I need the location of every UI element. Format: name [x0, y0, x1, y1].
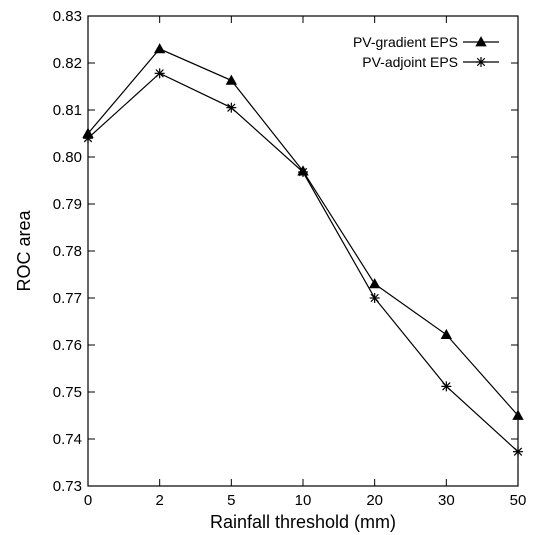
data-point-pv-gradient-eps — [225, 74, 238, 85]
star-stroke — [83, 134, 93, 143]
data-point-pv-adjoint-eps — [226, 102, 237, 113]
axes — [87, 15, 519, 487]
data-point-pv-gradient-eps — [153, 43, 166, 54]
series-lines — [82, 43, 524, 457]
y-tick-label: 0.75 — [53, 384, 82, 401]
x-tick-label: 20 — [366, 492, 383, 509]
x-tick-label: 5 — [227, 492, 235, 509]
x-axis-title: Rainfall threshold (mm) — [210, 512, 396, 532]
y-tick-label: 0.83 — [53, 8, 82, 25]
y-tick-label: 0.73 — [53, 478, 82, 495]
legend-marker-pv-adjoint-eps — [476, 57, 486, 67]
x-tick-label: 2 — [155, 492, 163, 509]
y-tick-label: 0.82 — [53, 55, 82, 72]
data-point-pv-adjoint-eps — [369, 293, 380, 303]
x-tick-label: 0 — [84, 492, 92, 509]
star-stroke — [476, 57, 486, 67]
star-stroke — [442, 382, 451, 391]
data-point-pv-adjoint-eps — [83, 133, 93, 144]
star-stroke — [227, 103, 236, 112]
star-stroke — [298, 167, 308, 177]
star-stroke — [155, 69, 164, 78]
y-tick-label: 0.80 — [53, 149, 82, 166]
star-stroke — [513, 447, 523, 456]
y-tick-label: 0.74 — [53, 431, 82, 448]
ticks: 0.73 0.74 0.75 0.76 0.77 0.78 0.79 0.80 0.81 0.82… — [53, 8, 527, 509]
data-point-pv-adjoint-eps — [298, 167, 308, 178]
legend-marker-pv-gradient-eps — [475, 36, 487, 47]
data-point-pv-gradient-eps — [440, 328, 453, 340]
data-point-pv-gradient-eps — [368, 278, 381, 289]
legend-label-pv-adjoint-eps: PV-adjoint EPS — [362, 54, 458, 70]
series-line-pv-adjoint-eps — [87, 72, 519, 453]
legend: PV-gradient EPS PV-adjoint EPS — [353, 34, 499, 70]
data-point-pv-gradient-eps — [512, 409, 524, 420]
plot-frame — [87, 15, 519, 487]
y-tick-label: 0.79 — [53, 196, 82, 213]
y-axis-title: ROC area — [14, 210, 34, 292]
y-tick-label: 0.81 — [53, 102, 82, 119]
y-tick-label: 0.77 — [53, 290, 82, 307]
y-tick-label: 0.78 — [53, 243, 82, 260]
data-point-pv-adjoint-eps — [441, 381, 452, 392]
x-tick-label: 10 — [295, 492, 312, 509]
data-point-pv-adjoint-eps — [154, 68, 165, 79]
x-tick-label: 50 — [510, 492, 527, 509]
legend-label-pv-gradient-eps: PV-gradient EPS — [353, 34, 458, 50]
data-point-pv-adjoint-eps — [513, 446, 523, 457]
series-line-pv-gradient-eps — [87, 48, 519, 416]
x-tick-label: 30 — [438, 492, 455, 509]
y-tick-label: 0.76 — [53, 337, 82, 354]
star-stroke — [370, 293, 379, 303]
